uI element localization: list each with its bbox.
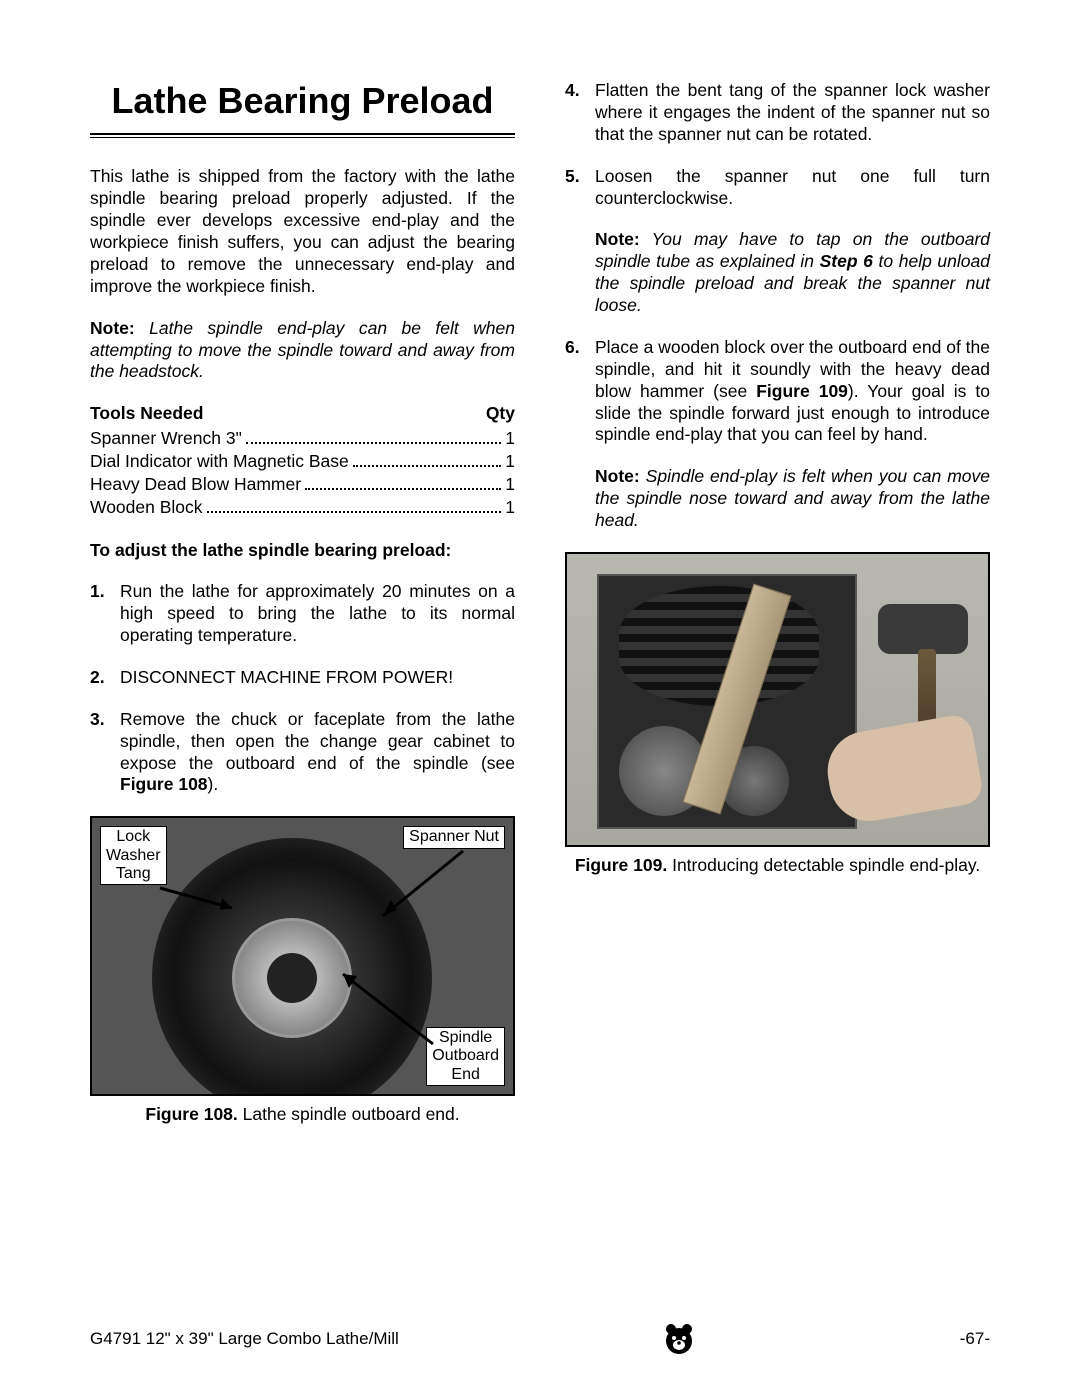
arrow-icon [353,846,473,936]
title-rule [90,133,515,138]
step-number: 5. [565,166,595,210]
steps-right-cont: 6. Place a wooden block over the outboar… [565,337,990,446]
leader-dots [305,488,501,490]
note-label: Note: [595,229,640,249]
note-label: Note: [595,466,640,486]
tool-row: Spanner Wrench 3" 1 [90,427,515,450]
step-text: Loosen the spanner nut one full turn cou… [595,166,990,210]
note-label: Note: [90,318,135,338]
page-title: Lathe Bearing Preload [90,80,515,121]
footer-page-number: -67- [960,1329,990,1349]
step-text: Place a wooden block over the outboard e… [595,337,990,446]
tool-row: Wooden Block 1 [90,496,515,519]
tool-row: Dial Indicator with Magnetic Base 1 [90,450,515,473]
figure-109 [565,552,990,847]
step-text: Remove the chuck or faceplate from the l… [120,709,515,797]
bear-logo-icon [661,1321,697,1357]
hammer-graphic [878,584,990,674]
procedure-subhead: To adjust the lathe spindle bearing prel… [90,540,515,561]
leader-dots [207,511,502,513]
figure-caption-text: Introducing detectable spindle end-play. [667,855,980,875]
tools-list: Spanner Wrench 3" 1 Dial Indicator with … [90,427,515,518]
step-1: 1. Run the lathe for approximately 20 mi… [90,581,515,647]
step-number: 1. [90,581,120,647]
step-2: 2. DISCONNECT MACHINE FROM POWER! [90,667,515,689]
note-endplay: Note: Lathe spindle end-play can be felt… [90,318,515,384]
intro-paragraph: This lathe is shipped from the factory w… [90,166,515,297]
step-5: 5. Loosen the spanner nut one full turn … [565,166,990,210]
figure-caption-text: Lathe spindle outboard end. [238,1104,460,1124]
step-text: Run the lathe for approximately 20 minut… [120,581,515,647]
figure-109-caption: Figure 109. Introducing detectable spind… [565,855,990,877]
tools-qty-label: Qty [486,403,515,424]
steps-left: 1. Run the lathe for approximately 20 mi… [90,581,515,796]
step-3: 3. Remove the chuck or faceplate from th… [90,709,515,797]
tool-qty: 1 [505,496,515,519]
figure-label: Figure 108. [145,1104,237,1124]
tool-qty: 1 [505,450,515,473]
left-column: Lathe Bearing Preload This lathe is ship… [90,80,515,1126]
right-column: 4. Flatten the bent tang of the spanner … [565,80,990,1126]
step-4: 4. Flatten the bent tang of the spanner … [565,80,990,146]
leader-dots [246,442,501,444]
figure-108: Lock Washer Tang Spanner Nut Spindle Out… [90,816,515,1096]
tool-qty: 1 [505,427,515,450]
tool-qty: 1 [505,473,515,496]
steps-right: 4. Flatten the bent tang of the spanner … [565,80,990,209]
figure-label: Figure 109. [575,855,667,875]
arrow-icon [152,848,242,918]
figure-108-caption: Figure 108. Lathe spindle outboard end. [90,1104,515,1126]
step-6: 6. Place a wooden block over the outboar… [565,337,990,446]
step-6-note: Note: Spindle end-play is felt when you … [595,466,990,532]
tool-name: Spanner Wrench 3" [90,427,242,450]
bore-center [267,953,317,1003]
step-number: 3. [90,709,120,797]
step-number: 6. [565,337,595,446]
tool-name: Dial Indicator with Magnetic Base [90,450,349,473]
step-5-note: Note: You may have to tap on the outboar… [595,229,990,317]
tool-name: Wooden Block [90,496,203,519]
arrow-icon [323,964,443,1054]
note-body: Lathe spindle end-play can be felt when … [90,318,515,382]
step-number: 2. [90,667,120,689]
footer-model: G4791 12" x 39" Large Combo Lathe/Mill [90,1329,399,1349]
tool-name: Heavy Dead Blow Hammer [90,473,301,496]
tools-needed-label: Tools Needed [90,403,203,424]
leader-dots [353,465,502,467]
step-text: Flatten the bent tang of the spanner loc… [595,80,990,146]
step-text: DISCONNECT MACHINE FROM POWER! [120,667,515,689]
tools-header: Tools Needed Qty [90,403,515,424]
step-number: 4. [565,80,595,146]
page-footer: G4791 12" x 39" Large Combo Lathe/Mill -… [90,1321,990,1357]
tool-row: Heavy Dead Blow Hammer 1 [90,473,515,496]
